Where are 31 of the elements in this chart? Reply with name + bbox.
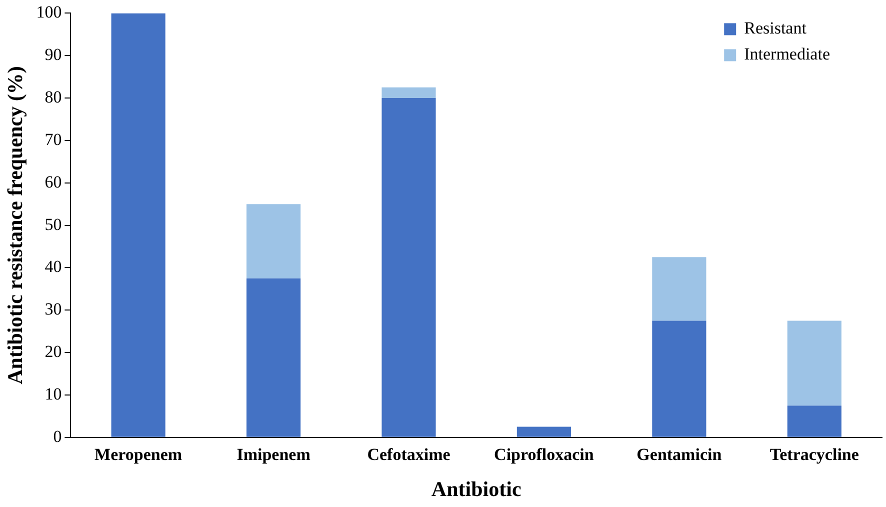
y-tick-label: 50 [44,214,62,234]
y-tick-label: 40 [44,257,62,276]
bar [382,87,436,98]
x-axis-title: Antibiotic [431,476,522,501]
y-tick-label: 20 [44,342,62,362]
y-tick-label: 90 [44,45,62,64]
bar [111,13,166,437]
y-tick-label: 80 [44,88,62,107]
y-tick-label: 100 [36,2,62,22]
x-tick-label: Gentamicin [636,444,722,464]
bar [246,278,301,437]
y-tick-label: 10 [44,384,62,404]
x-tick-label: Tetracycline [770,444,860,464]
bar [652,320,706,437]
bar [516,426,571,437]
y-tick-label: 70 [44,130,62,149]
bar [787,406,842,437]
x-tick-label: Imipenem [236,444,310,464]
bar [787,320,842,406]
y-tick-label: 30 [44,300,62,319]
y-tick-label: 0 [53,426,62,446]
y-axis-title: Antibiotic resistance frequency (%) [3,66,28,384]
bar [652,257,706,321]
y-tick-label: 60 [44,172,62,192]
x-tick-label: Meropenem [94,444,182,464]
x-tick-label: Cefotaxime [367,444,451,464]
legend-label: Resistant [744,18,807,38]
bar [382,98,436,437]
legend-label: Intermediate [744,44,830,64]
bar [246,204,301,278]
x-tick-label: Ciprofloxacin [494,444,594,464]
